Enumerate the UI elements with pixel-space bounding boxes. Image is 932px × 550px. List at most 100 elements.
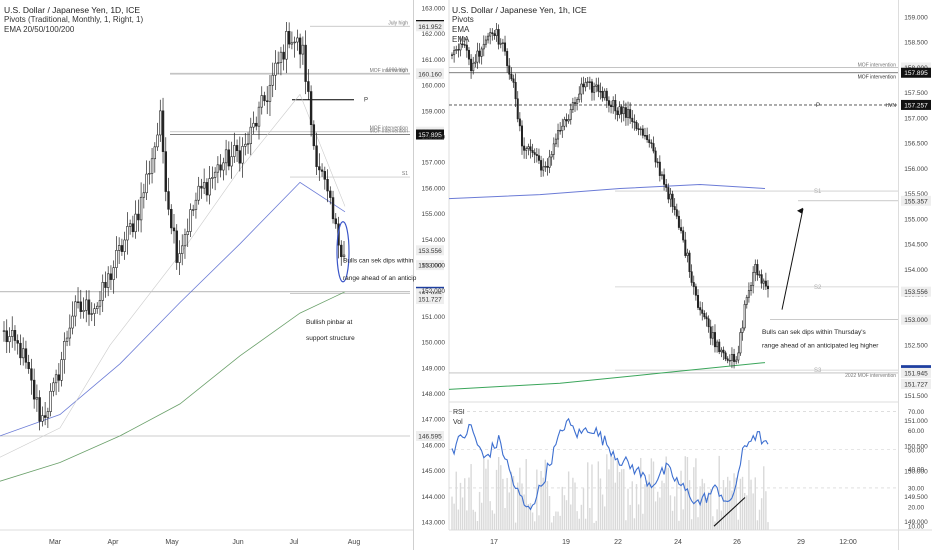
hourly-right-y-tick: 155.500 — [904, 191, 928, 198]
volume-bar — [750, 479, 752, 530]
volume-bar — [705, 498, 708, 530]
hourly-left-y-tick: 155.000 — [422, 211, 446, 218]
volume-bar — [652, 461, 655, 530]
volume-bar — [559, 515, 561, 530]
volume-bar — [644, 484, 646, 530]
volume-bar — [756, 520, 759, 530]
volume-bar — [680, 470, 682, 530]
hourly-candle — [658, 161, 661, 176]
daily-x-tick: Jul — [290, 539, 299, 546]
volume-bar — [474, 511, 477, 530]
hourly-candle — [535, 154, 538, 156]
hourly-left-y-tick: 147.000 — [422, 417, 446, 424]
daily-candle — [266, 100, 269, 102]
volume-bar — [563, 495, 566, 530]
hourly-ema-green — [448, 362, 766, 390]
hourly-candle — [484, 39, 487, 45]
daily-candle — [172, 227, 176, 232]
hourly-candle — [461, 43, 464, 45]
volume-bar — [546, 481, 549, 530]
volume-bar — [703, 483, 706, 530]
hourly-candle — [637, 128, 640, 130]
daily-annotation-pinbar: support structure — [306, 335, 355, 342]
daily-candle — [249, 126, 252, 144]
hourly-price-label-bg — [901, 99, 931, 110]
volume-bar — [710, 488, 712, 530]
hourly-candle — [627, 109, 630, 118]
volume-bar — [489, 501, 491, 530]
daily-candle — [268, 84, 272, 102]
hourly-chart-panel: 143.000 144.000 145.000 146.000 147.000 148.0… — [422, 0, 932, 550]
hourly-candle — [612, 100, 615, 108]
daily-candle — [139, 196, 143, 221]
hourly-candle — [766, 285, 769, 290]
volume-bar — [464, 478, 466, 530]
volume-bar — [519, 467, 521, 530]
hourly-candle — [508, 65, 511, 75]
volume-bar — [531, 512, 534, 530]
hourly-left-y-tick: 158.000 — [422, 134, 446, 141]
hourly-candle — [457, 49, 460, 51]
volume-bar — [495, 469, 498, 530]
hourly-x-tick: 26 — [733, 539, 741, 546]
hourly-candle — [506, 50, 509, 67]
volume-bar — [491, 510, 493, 530]
volume-bar — [678, 520, 680, 530]
hourly-candle — [497, 29, 500, 45]
hourly-candle — [620, 106, 623, 115]
hourly-candle — [603, 90, 606, 99]
hourly-candle — [546, 165, 549, 168]
hourly-candles — [450, 22, 769, 369]
hourly-candle — [762, 280, 765, 284]
daily-candle — [11, 330, 14, 337]
hourly-candle — [607, 100, 610, 106]
volume-bar — [457, 509, 460, 530]
volume-bar — [557, 511, 559, 530]
daily-candle — [54, 374, 58, 384]
hourly-candle — [557, 130, 560, 140]
volume-bar — [739, 478, 742, 530]
hourly-candle — [563, 119, 566, 127]
daily-level-label: MOF intervention — [370, 68, 409, 74]
daily-candle — [233, 145, 236, 157]
hourly-candle — [531, 150, 534, 153]
rsi-y-tick: 50.00 — [908, 447, 925, 454]
hourly-candle — [480, 48, 483, 57]
hourly-legend-pivots: Pivots — [452, 15, 474, 24]
volume-bar — [650, 458, 653, 530]
volume-bar — [597, 461, 600, 530]
hourly-left-y-tick: 151.000 — [422, 314, 446, 321]
daily-candle — [238, 150, 242, 164]
hourly-level-label: S3 — [814, 368, 822, 374]
hourly-candle — [599, 90, 602, 93]
daily-candle — [285, 31, 288, 60]
hourly-level-label: S1 — [814, 189, 822, 195]
volume-bar — [699, 486, 701, 530]
hourly-candle — [470, 58, 473, 72]
volume-bar — [727, 476, 729, 530]
daily-level-label: S1 — [402, 171, 408, 177]
hourly-candle — [728, 359, 731, 362]
daily-level-label: July high — [388, 20, 408, 26]
volume-bar — [453, 503, 455, 530]
daily-candle — [5, 330, 8, 343]
daily-candle — [244, 143, 247, 147]
daily-candle — [230, 156, 233, 167]
daily-candle — [329, 190, 332, 198]
hourly-candle — [482, 43, 485, 50]
rsi-divergence-line — [713, 497, 746, 527]
daily-candle — [178, 253, 181, 263]
hourly-candle — [595, 84, 598, 87]
daily-candle — [318, 166, 321, 171]
daily-legend-ema: EMA 20/50/100/200 — [4, 25, 75, 34]
daily-candle — [150, 158, 154, 174]
daily-candle — [52, 382, 55, 392]
daily-candle — [282, 51, 285, 60]
daily-candle — [334, 218, 337, 225]
volume-bar — [623, 468, 625, 530]
volume-bar — [729, 480, 731, 530]
volume-bar — [746, 495, 748, 530]
daily-candle — [219, 164, 222, 171]
volume-bar — [722, 480, 725, 530]
volume-bar — [589, 507, 591, 530]
